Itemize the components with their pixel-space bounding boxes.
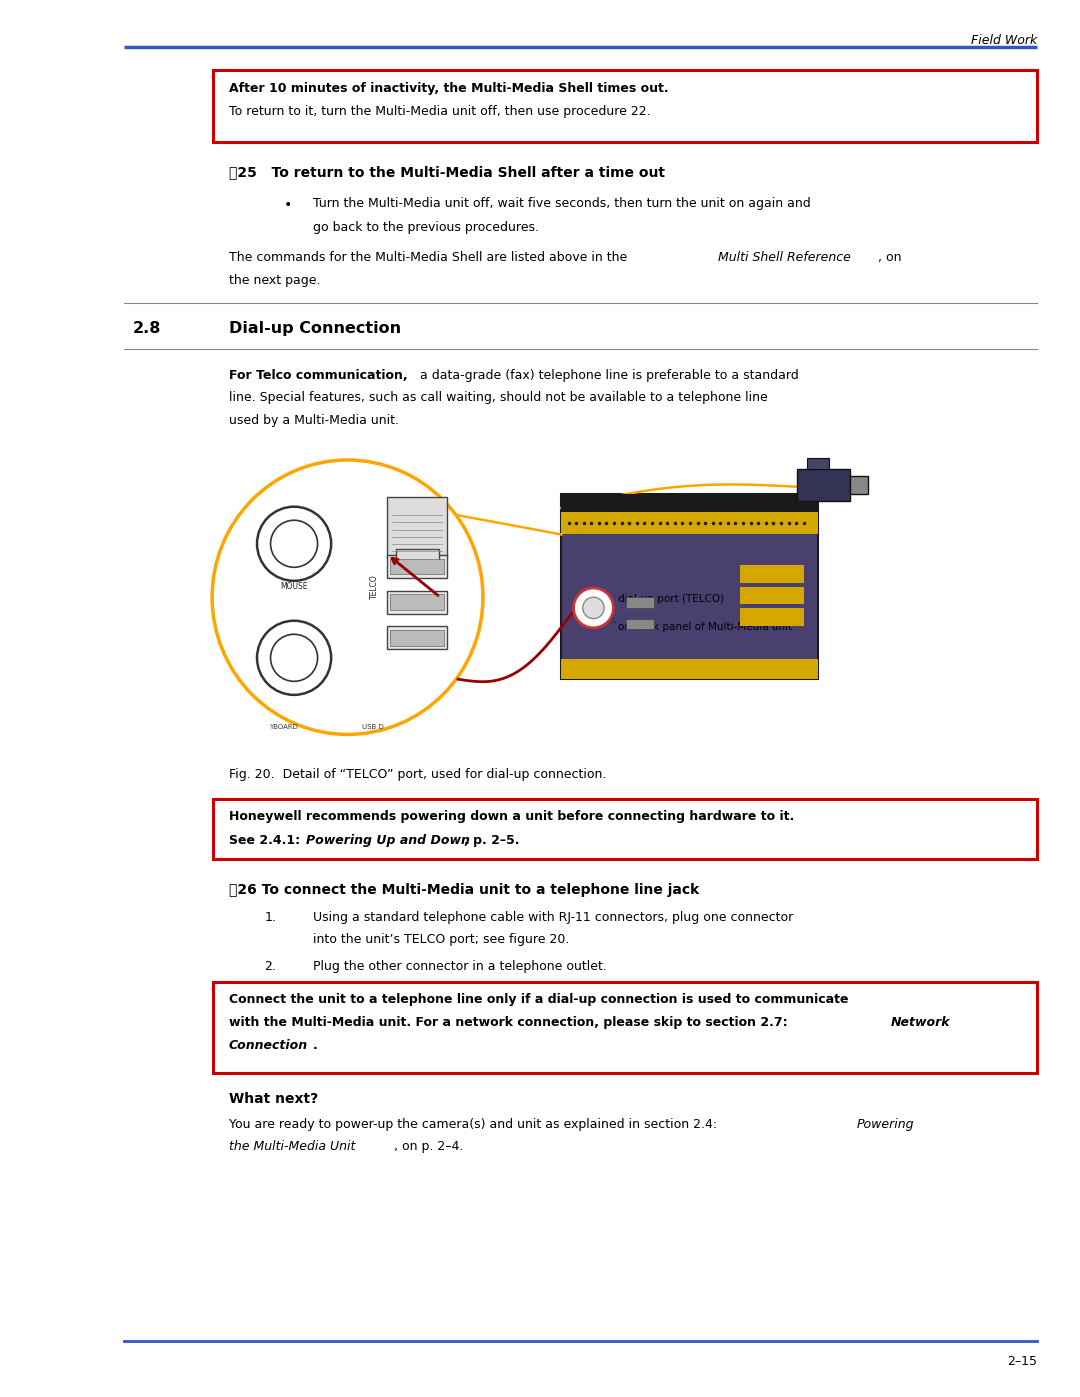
Text: the Multi-Media Unit: the Multi-Media Unit: [229, 1140, 355, 1153]
Text: the next page.: the next page.: [229, 274, 321, 286]
Text: Plug the other connector in a telephone outlet.: Plug the other connector in a telephone …: [313, 960, 607, 972]
Text: Powering Up and Down: Powering Up and Down: [306, 834, 470, 847]
Bar: [390, 630, 444, 645]
Bar: [390, 559, 444, 574]
Text: ➕26 To connect the Multi-Media unit to a telephone line jack: ➕26 To connect the Multi-Media unit to a…: [229, 883, 699, 897]
Bar: [740, 587, 804, 605]
FancyBboxPatch shape: [213, 70, 1037, 142]
Bar: [797, 469, 850, 502]
Text: YBOARD: YBOARD: [269, 724, 298, 731]
Text: 2.: 2.: [265, 960, 276, 972]
Bar: [562, 495, 818, 679]
Bar: [625, 619, 654, 629]
Text: with the Multi-Media unit. For a network connection, please skip to section 2.7:: with the Multi-Media unit. For a network…: [229, 1016, 792, 1028]
Bar: [562, 659, 818, 679]
Text: TELCO: TELCO: [370, 574, 379, 599]
Bar: [562, 511, 818, 535]
Text: USB D: USB D: [362, 724, 383, 731]
Bar: [387, 555, 447, 578]
Text: line. Special features, such as call waiting, should not be available to a telep: line. Special features, such as call wai…: [229, 391, 768, 404]
FancyBboxPatch shape: [213, 982, 1037, 1073]
Text: Dial-up Connection: Dial-up Connection: [229, 321, 401, 337]
Text: To return to it, turn the Multi-Media unit off, then use procedure 22.: To return to it, turn the Multi-Media un…: [229, 106, 650, 119]
Text: Turn the Multi-Media unit off, wait five seconds, then turn the unit on again an: Turn the Multi-Media unit off, wait five…: [313, 197, 811, 210]
Bar: [387, 591, 447, 613]
Bar: [387, 497, 447, 557]
Text: 1.: 1.: [265, 911, 276, 923]
Text: MOUSE: MOUSE: [281, 583, 308, 591]
Bar: [562, 495, 818, 511]
Bar: [396, 549, 438, 566]
Text: , p. 2–5.: , p. 2–5.: [464, 834, 519, 847]
Bar: [850, 476, 868, 495]
Bar: [625, 598, 654, 608]
Text: See 2.4.1:: See 2.4.1:: [229, 834, 305, 847]
Text: Field Work: Field Work: [971, 35, 1037, 47]
Bar: [740, 566, 804, 583]
Text: a data-grade (fax) telephone line is preferable to a standard: a data-grade (fax) telephone line is pre…: [416, 369, 798, 381]
FancyBboxPatch shape: [213, 799, 1037, 859]
Text: •: •: [284, 198, 293, 212]
Text: go back to the previous procedures.: go back to the previous procedures.: [313, 221, 539, 233]
Text: on back panel of Multi-Media unit: on back panel of Multi-Media unit: [619, 622, 793, 633]
Text: into the unit’s TELCO port; see figure 20.: into the unit’s TELCO port; see figure 2…: [313, 933, 569, 946]
Text: Fig. 20.  Detail of “TELCO” port, used for dial-up connection.: Fig. 20. Detail of “TELCO” port, used fo…: [229, 768, 606, 781]
Text: For Telco communication,: For Telco communication,: [229, 369, 407, 381]
Circle shape: [583, 598, 604, 619]
Text: Using a standard telephone cable with RJ-11 connectors, plug one connector: Using a standard telephone cable with RJ…: [313, 911, 794, 923]
Circle shape: [573, 588, 613, 627]
Text: .: .: [313, 1039, 318, 1052]
Text: You are ready to power-up the camera(s) and unit as explained in section 2.4:: You are ready to power-up the camera(s) …: [229, 1118, 721, 1130]
Text: Multi Shell Reference: Multi Shell Reference: [718, 251, 851, 264]
Text: Network: Network: [891, 1016, 950, 1028]
Text: After 10 minutes of inactivity, the Multi-Media Shell times out.: After 10 minutes of inactivity, the Mult…: [229, 82, 669, 95]
Text: Powering: Powering: [856, 1118, 914, 1130]
Text: The commands for the Multi-Media Shell are listed above in the: The commands for the Multi-Media Shell a…: [229, 251, 631, 264]
Bar: [390, 594, 444, 610]
Text: , on: , on: [878, 251, 902, 264]
Text: dial-up port (TELCO): dial-up port (TELCO): [619, 594, 725, 604]
Text: ➕25   To return to the Multi-Media Shell after a time out: ➕25 To return to the Multi-Media Shell a…: [229, 165, 665, 179]
Text: Connect the unit to a telephone line only if a dial-up connection is used to com: Connect the unit to a telephone line onl…: [229, 993, 849, 1006]
Text: , on p. 2–4.: , on p. 2–4.: [394, 1140, 463, 1153]
Text: 2–15: 2–15: [1007, 1355, 1037, 1368]
Bar: [387, 626, 447, 650]
Bar: [808, 458, 828, 469]
Text: What next?: What next?: [229, 1092, 319, 1106]
Text: used by a Multi-Media unit.: used by a Multi-Media unit.: [229, 414, 399, 426]
Text: 2.8: 2.8: [133, 321, 161, 337]
Text: Honeywell recommends powering down a unit before connecting hardware to it.: Honeywell recommends powering down a uni…: [229, 810, 794, 823]
Text: Connection: Connection: [229, 1039, 308, 1052]
Bar: [740, 608, 804, 626]
